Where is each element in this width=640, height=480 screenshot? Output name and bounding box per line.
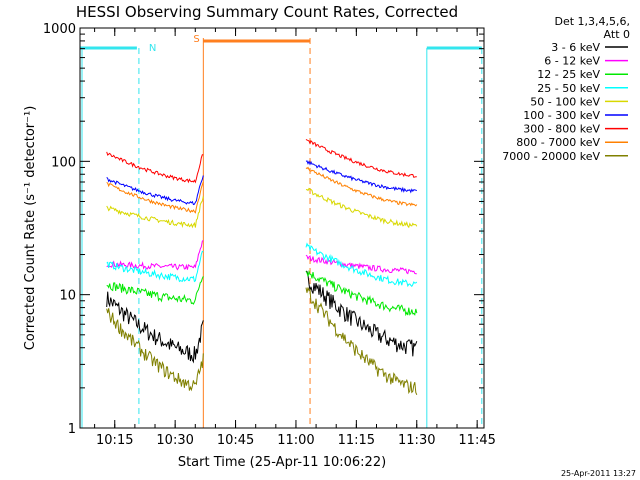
legend-entry-label: 12 - 25 keV: [537, 68, 600, 81]
series-300-800-kev: [106, 138, 417, 184]
y-tick-label: 1: [68, 422, 76, 437]
y-tick-label: 10: [59, 289, 76, 304]
series-3-6-kev: [106, 270, 418, 364]
saa-flag-label: S: [193, 34, 199, 45]
series-line-segment: [305, 138, 417, 178]
legend-header: Att 0: [604, 28, 630, 41]
series-line-segment: [106, 291, 204, 364]
y-axis-label: Corrected Count Rate (s⁻¹ detector⁻¹): [23, 106, 38, 351]
legend-entry-label: 50 - 100 keV: [530, 95, 600, 108]
series-25-50-kev: [106, 242, 418, 288]
series-line-segment: [106, 308, 204, 392]
x-tick-label: 10:15: [96, 433, 133, 448]
series-7000-20000-kev: [106, 287, 418, 395]
legend-entry-label: 6 - 12 keV: [544, 55, 600, 68]
x-axis-label: Start Time (25-Apr-11 10:06:22): [178, 455, 386, 470]
x-tick-label: 10:30: [156, 433, 193, 448]
x-tick-label: 10:45: [217, 433, 254, 448]
series-50-100-kev: [106, 187, 418, 229]
night-flag-label: N: [149, 43, 156, 54]
y-tick-label: 1000: [43, 22, 76, 37]
series-line-segment: [305, 187, 418, 229]
series-line-segment: [106, 175, 204, 206]
legend-entry-label: 25 - 50 keV: [537, 82, 600, 95]
series-100-300-kev: [106, 160, 417, 206]
series-line-segment: [305, 270, 418, 357]
legend-entry-label: 7000 - 20000 keV: [502, 150, 600, 163]
series-line-segment: [305, 287, 418, 395]
x-tick-label: 11:15: [338, 433, 375, 448]
series-line-segment: [106, 151, 204, 184]
legend-entry-label: 800 - 7000 keV: [516, 136, 600, 149]
x-tick-label: 11:00: [277, 433, 314, 448]
plot-frame: [79, 27, 485, 429]
series-line-segment: [305, 160, 417, 194]
series-12-25-kev: [106, 269, 418, 317]
series-line-segment: [106, 276, 204, 305]
plot-axes: 10:15 10:30 10:45 11:00 11:15 11:30 11:45 1 10 10…: [43, 22, 496, 448]
legend-header: Det 1,3,4,5,6,: [554, 15, 630, 28]
series-6-12-kev: [106, 240, 417, 275]
chart-title: HESSI Observing Summary Count Rates, Cor…: [76, 3, 458, 21]
series-line-segment: [305, 254, 417, 275]
series-line-segment: [106, 250, 204, 283]
legend-entry-label: 3 - 6 keV: [551, 41, 600, 54]
plot-timestamp: 25-Apr-2011 13:27: [561, 469, 636, 478]
series-line-segment: [106, 196, 204, 229]
series-line-segment: [106, 181, 204, 214]
series-800-7000-kev: [106, 166, 418, 214]
series-lines: [106, 138, 418, 395]
series-line-segment: [305, 242, 418, 288]
series-line-segment: [305, 269, 418, 317]
legend-entry-label: 100 - 300 keV: [523, 109, 600, 122]
x-tick-label: 11:30: [398, 433, 435, 448]
x-tick-label: 11:45: [458, 433, 495, 448]
series-line-segment: [305, 166, 418, 207]
y-tick-label: 100: [51, 155, 76, 170]
series-line-segment: [106, 240, 204, 271]
legend-entry-label: 300 - 800 keV: [523, 123, 600, 136]
flag-markers: NS: [80, 34, 483, 428]
